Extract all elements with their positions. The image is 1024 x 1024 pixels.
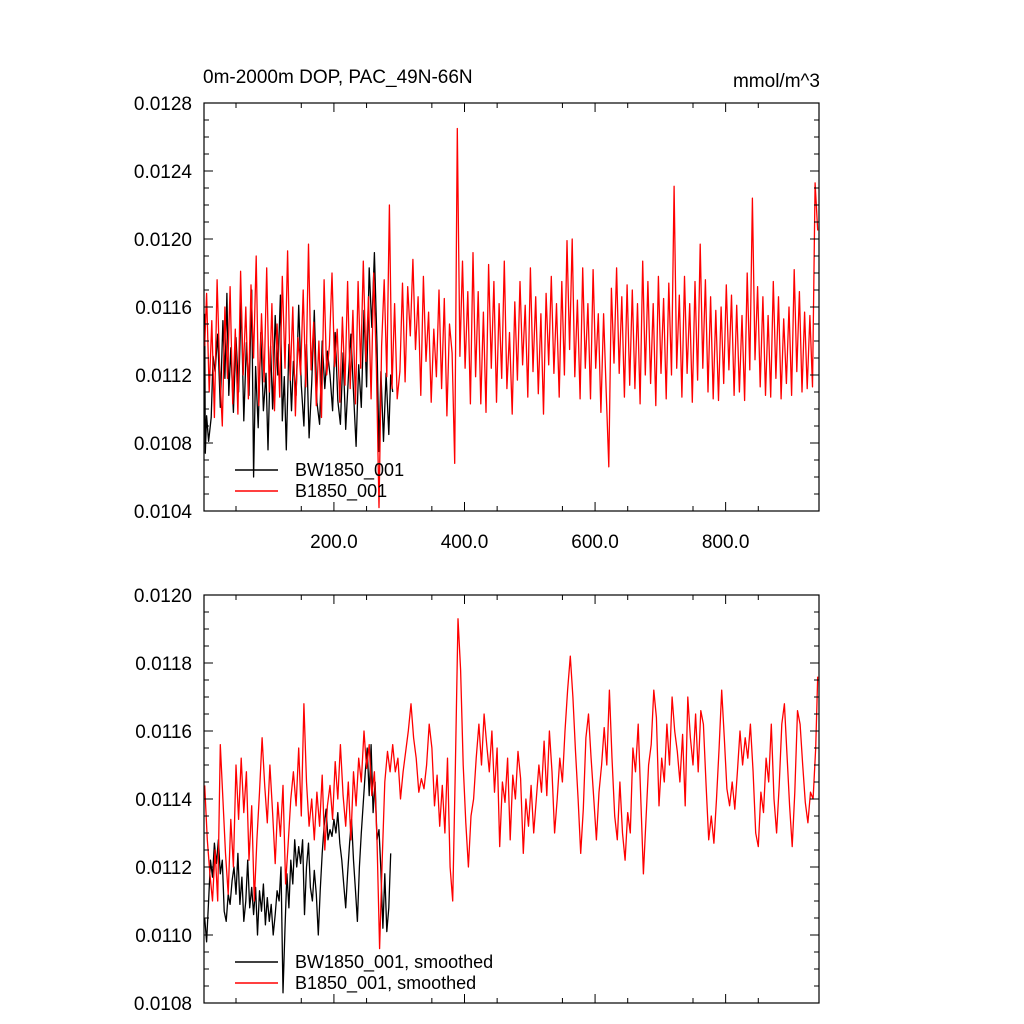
y-tick-label: 0.0104 <box>134 502 193 523</box>
x-tick-label: 200.0 <box>310 532 358 553</box>
chart-panel-bottom: 0.0108 0.0110 0.0112 0.0114 0.0116 0.0118 0.01… <box>134 586 820 1015</box>
ticks-layer-top: 0.0104 0.0108 0.0112 0.0116 0.0120 0.0124 0.01… <box>134 94 819 553</box>
series-line-1 <box>204 127 819 509</box>
y-tick-label: 0.0108 <box>134 994 192 1015</box>
y-tick-label: 0.0120 <box>134 586 192 607</box>
x-tick-label: 800.0 <box>702 532 750 553</box>
y-tick-label: 0.0120 <box>134 230 192 251</box>
series-layer-top <box>204 127 819 509</box>
y-tick-label: 0.0116 <box>135 722 192 743</box>
series-line-0 <box>204 251 394 478</box>
x-tick-label: 400.0 <box>441 532 489 553</box>
plot-frame-bottom <box>203 594 820 1004</box>
ticks-layer-bottom: 0.0108 0.0110 0.0112 0.0114 0.0116 0.0118 0.01… <box>134 586 819 1015</box>
plot-frame-top <box>203 102 820 512</box>
y-tick-label: 0.0108 <box>134 434 192 455</box>
x-tick-label: 600.0 <box>571 532 619 553</box>
series-line-0 <box>204 743 392 994</box>
chart-units-label: mmol/m^3 <box>733 71 820 92</box>
legend-label-1: B1850_001, smoothed <box>295 973 476 994</box>
y-tick-label: 0.0124 <box>134 162 193 183</box>
legend-label-0: BW1850_001 <box>295 460 404 481</box>
chart-panel-top: 0m-2000m DOP, PAC_49N-66N mmol/m^3 0.010… <box>134 67 820 553</box>
legend-label-1: B1850_001 <box>295 481 387 502</box>
y-tick-label: 0.0116 <box>135 298 192 319</box>
y-tick-label: 0.0118 <box>135 654 192 675</box>
series-layer-bottom <box>204 618 819 994</box>
y-tick-label: 0.0112 <box>135 858 192 879</box>
y-tick-label: 0.0128 <box>134 94 192 115</box>
chart-title: 0m-2000m DOP, PAC_49N-66N <box>203 67 473 88</box>
series-line-1 <box>204 618 819 950</box>
y-tick-label: 0.0114 <box>135 790 192 811</box>
legend-label-0: BW1850_001, smoothed <box>295 952 493 973</box>
y-tick-label: 0.0112 <box>135 366 192 387</box>
y-tick-label: 0.0110 <box>135 926 192 947</box>
